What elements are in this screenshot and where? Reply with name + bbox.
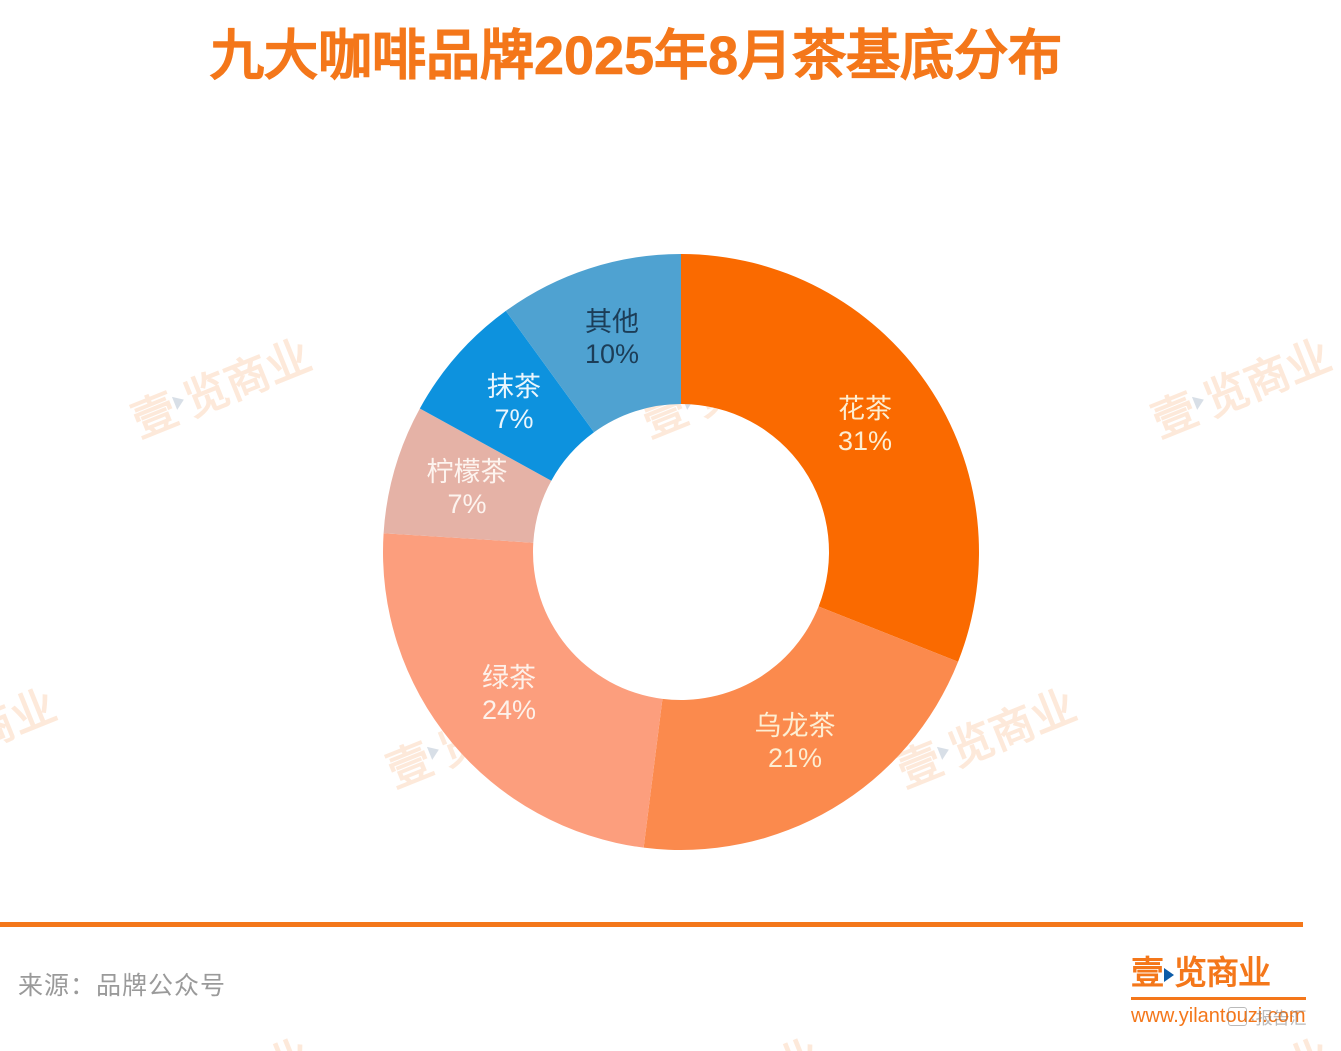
svg-text:花茶: 花茶 bbox=[838, 394, 892, 424]
svg-text:24%: 24% bbox=[482, 695, 536, 725]
svg-text:乌龙茶: 乌龙茶 bbox=[755, 711, 836, 741]
svg-text:抹茶: 抹茶 bbox=[487, 372, 541, 402]
svg-text:绿茶: 绿茶 bbox=[482, 663, 536, 693]
svg-text:21%: 21% bbox=[768, 743, 822, 773]
svg-text:其他: 其他 bbox=[585, 307, 639, 337]
svg-text:7%: 7% bbox=[494, 404, 533, 434]
svg-text:7%: 7% bbox=[447, 489, 486, 519]
svg-text:柠檬茶: 柠檬茶 bbox=[427, 457, 508, 487]
svg-text:31%: 31% bbox=[838, 426, 892, 456]
svg-text:10%: 10% bbox=[585, 339, 639, 369]
